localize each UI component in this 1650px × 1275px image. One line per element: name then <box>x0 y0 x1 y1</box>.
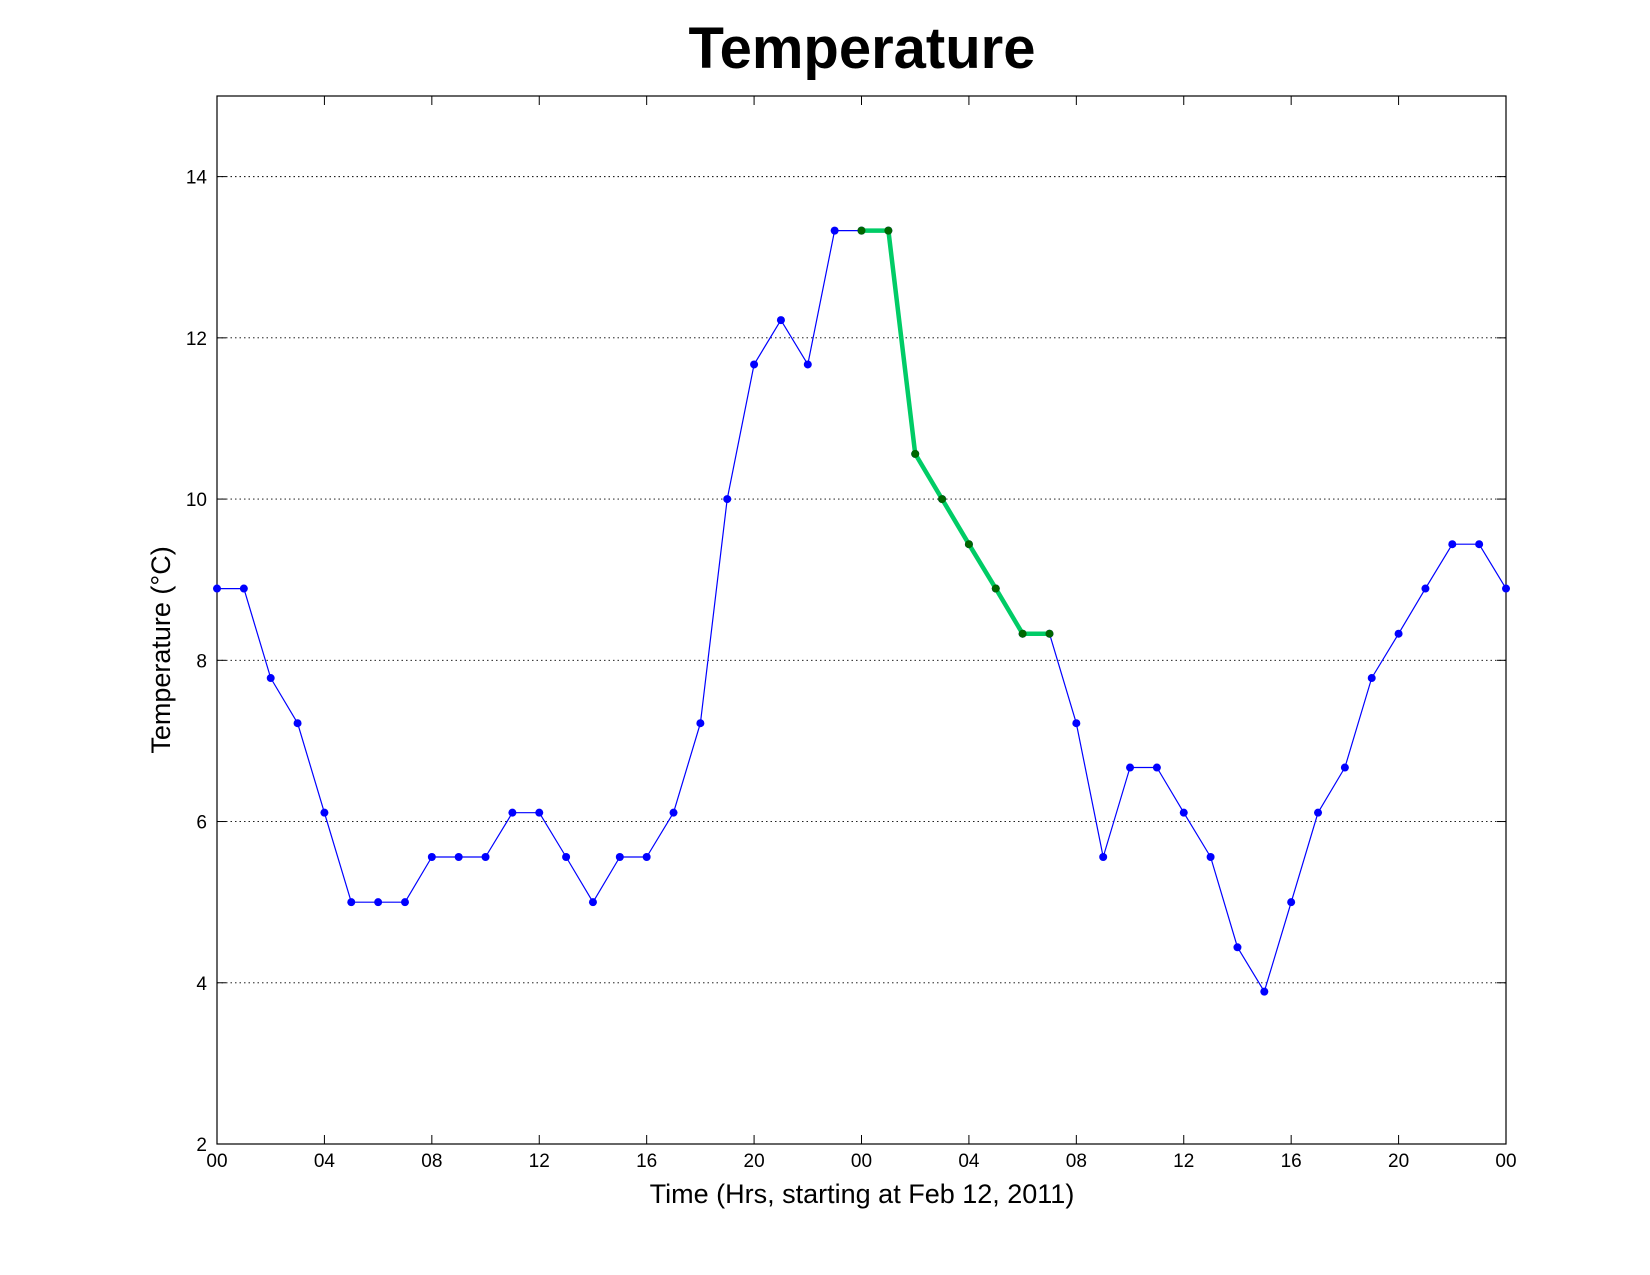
series-0-point <box>508 808 517 817</box>
series-1-point <box>991 584 1000 593</box>
x-tick-label: 20 <box>1388 1151 1409 1172</box>
series-0-point <box>1126 763 1135 772</box>
x-tick-label: 08 <box>421 1151 442 1172</box>
y-tick-label: 2 <box>196 1135 207 1156</box>
series-0-point <box>830 226 839 235</box>
y-tick-label: 10 <box>186 490 207 511</box>
x-tick-label: 00 <box>206 1151 227 1172</box>
y-tick-label: 14 <box>186 168 208 189</box>
series-0-point <box>1314 808 1323 817</box>
series-1-point <box>938 495 947 504</box>
series-0-point <box>427 853 436 862</box>
series-0-point <box>1475 540 1484 549</box>
series-0-point <box>1179 808 1188 817</box>
series-0-point <box>481 853 490 862</box>
x-tick-label: 16 <box>636 1151 657 1172</box>
chart-title: Temperature <box>688 16 1035 81</box>
series-0-point <box>1072 719 1081 728</box>
series-0-point <box>776 316 785 325</box>
series-1-point <box>911 449 920 458</box>
series-0-point <box>266 674 275 683</box>
series-1-point <box>1045 629 1054 638</box>
series-0-point <box>1260 987 1269 996</box>
series-0-point <box>1152 763 1161 772</box>
y-tick-label: 12 <box>186 329 207 350</box>
x-tick-label: 00 <box>1495 1151 1516 1172</box>
series-1-point <box>964 540 973 549</box>
series-0-point <box>347 898 356 907</box>
series-layer <box>213 226 1510 996</box>
series-0-point <box>642 853 651 862</box>
grid-lines <box>217 176 1506 984</box>
y-tick-label: 8 <box>196 651 207 672</box>
series-0-line <box>217 230 1507 993</box>
x-tick-label: 08 <box>1066 1151 1087 1172</box>
series-0-point <box>1367 674 1376 683</box>
x-axis-label: Time (Hrs, starting at Feb 12, 2011) <box>650 1179 1075 1209</box>
plot-frame <box>216 95 1507 1145</box>
series-0-point <box>1206 853 1215 862</box>
series-0-point <box>562 853 571 862</box>
x-tick-label: 20 <box>744 1151 765 1172</box>
x-tick-label: 04 <box>314 1151 336 1172</box>
series-0-point <box>213 584 221 593</box>
x-tick-label: 04 <box>958 1151 980 1172</box>
series-0-point <box>1394 629 1403 638</box>
series-0-point <box>454 853 463 862</box>
x-tick-label: 16 <box>1281 1151 1302 1172</box>
series-0-point <box>588 898 597 907</box>
series-1-point <box>1018 629 1027 638</box>
series-0-point <box>535 808 544 817</box>
axis-ticks: 2 4 6 8 10 12 14 00 04 08 12 16 20 00 04 08 12 16 20 00 <box>186 96 1517 1172</box>
series-0-point <box>1099 853 1108 862</box>
series-0-point <box>400 898 409 907</box>
y-tick-label: 4 <box>196 974 207 995</box>
series-1-point <box>857 226 866 235</box>
series-0-point <box>1340 763 1349 772</box>
x-tick-label: 12 <box>529 1151 550 1172</box>
series-0-point <box>615 853 624 862</box>
y-tick-label: 6 <box>196 813 207 834</box>
series-0-point <box>803 360 812 369</box>
series-0-point <box>239 584 248 593</box>
y-axis-label: Temperature (°C) <box>146 546 176 753</box>
series-0-point <box>723 495 732 504</box>
series-0-point <box>320 808 329 817</box>
series-0-point <box>750 360 759 369</box>
series-0-point <box>669 808 678 817</box>
x-tick-label: 12 <box>1173 1151 1194 1172</box>
series-0-point <box>1502 584 1510 593</box>
series-0-point <box>1287 898 1296 907</box>
series-0-point <box>374 898 383 907</box>
x-tick-label: 00 <box>851 1151 872 1172</box>
series-0-point <box>293 719 302 728</box>
series-0-point <box>696 719 705 728</box>
series-0-point <box>1448 540 1457 549</box>
series-1-point <box>884 226 893 235</box>
series-1-line <box>861 228 1050 636</box>
series-0-point <box>1233 943 1242 952</box>
series-0-point <box>1421 584 1430 593</box>
